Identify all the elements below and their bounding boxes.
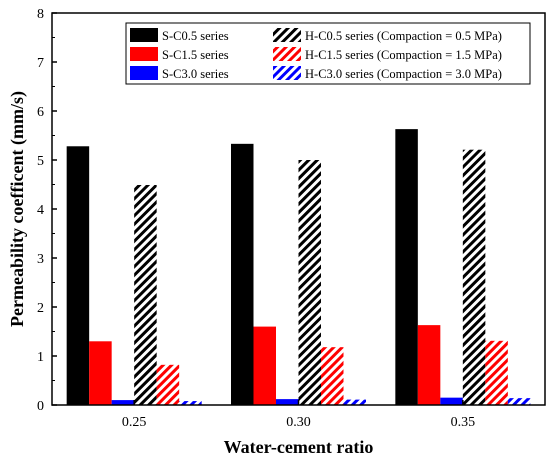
bar-0_30-series-4 (321, 347, 344, 405)
bars-group (66, 129, 531, 405)
y-tick-label-0: 0 (37, 399, 44, 414)
legend-label-series-3: H-C0.5 series (Compaction = 0.5 MPa) (305, 29, 502, 43)
bar-0_25-series-3 (134, 184, 157, 405)
bar-0_35-series-4 (485, 340, 508, 405)
bar-0_30-series-5 (343, 399, 366, 405)
legend-swatch-series-5 (273, 66, 301, 80)
legend-label-series-4: H-C1.5 series (Compaction = 1.5 MPa) (305, 48, 502, 62)
bar-0_35-series-3 (462, 149, 486, 405)
legend-swatch-series-1 (130, 47, 158, 61)
y-axis: 0 1 2 3 4 5 6 7 8 (37, 7, 57, 414)
x-tick-label-0.25: 0.25 (122, 415, 147, 430)
legend: S-C0.5 series H-C0.5 series (Compaction =… (125, 22, 531, 85)
bar-0_35-series-0 (395, 129, 418, 405)
x-tick-label-0.30: 0.30 (286, 415, 311, 430)
x-axis-label: Water-cement ratio (224, 437, 374, 457)
legend-swatch-series-2 (130, 66, 158, 80)
bar-0_25-series-0 (66, 146, 90, 405)
legend-label-series-2: S-C3.0 series (162, 67, 229, 81)
bar-0_30-series-0 (231, 143, 254, 405)
y-tick-label-8: 8 (37, 7, 44, 22)
legend-swatch-series-4 (273, 47, 301, 61)
y-tick-label-6: 6 (37, 105, 44, 120)
y-tick-label-3: 3 (37, 252, 44, 267)
bar-0_25-series-5 (179, 401, 202, 405)
legend-swatch-series-0 (130, 28, 158, 42)
y-tick-label-4: 4 (37, 203, 44, 218)
bar-0_35-series-5 (507, 398, 531, 405)
legend-swatch-series-3 (273, 28, 301, 42)
x-tick-label-0.35: 0.35 (451, 415, 476, 430)
bar-0_30-series-2 (276, 399, 299, 405)
bar-0_25-series-4 (156, 364, 180, 405)
bar-0_30-series-1 (253, 326, 276, 405)
bar-0_25-series-1 (89, 341, 112, 405)
legend-box (125, 22, 531, 85)
y-tick-label-1: 1 (37, 350, 44, 365)
legend-label-series-5: H-C3.0 series (Compaction = 3.0 MPa) (305, 67, 502, 81)
bar-0_25-series-2 (111, 400, 135, 405)
legend-label-series-1: S-C1.5 series (162, 48, 229, 62)
bar-0_30-series-3 (298, 160, 321, 405)
y-tick-label-2: 2 (37, 301, 44, 316)
legend-label-series-0: S-C0.5 series (162, 29, 229, 43)
y-tick-label-7: 7 (37, 56, 44, 71)
bar-0_35-series-1 (417, 325, 441, 405)
x-axis: 0.25 0.30 0.35 (122, 400, 475, 430)
y-tick-label-5: 5 (37, 154, 44, 169)
y-axis-label: Permeability coefficent (mm/s) (7, 91, 28, 327)
bar-0_35-series-2 (440, 397, 463, 405)
